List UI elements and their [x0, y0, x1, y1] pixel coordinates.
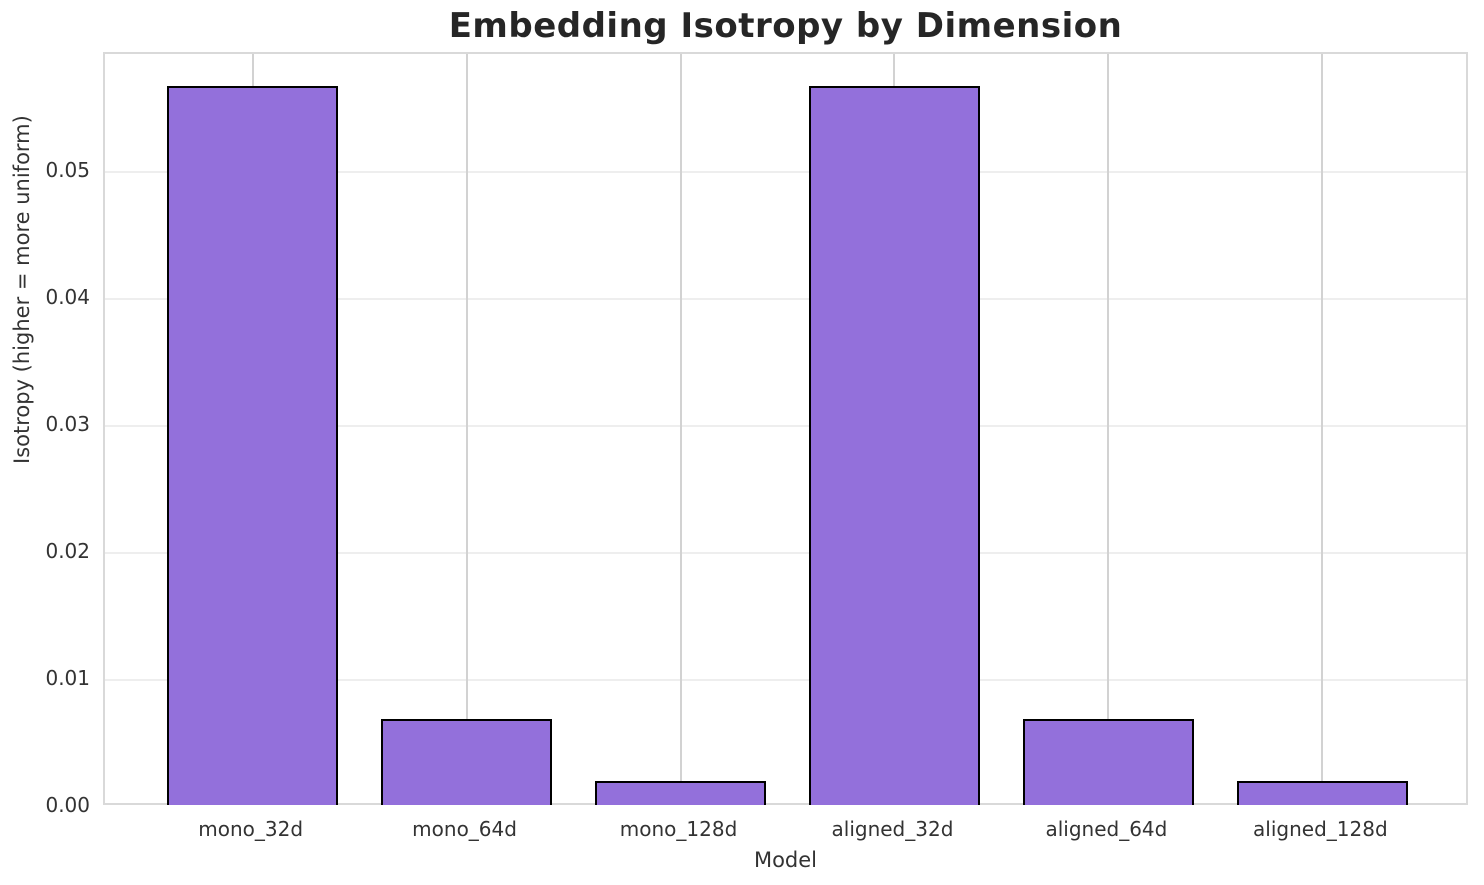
x-tick-label-mono_32d: mono_32d [198, 817, 304, 841]
x-tick-label-aligned_32d: aligned_32d [831, 817, 954, 841]
vertical-gridline [1321, 54, 1324, 803]
horizontal-gridline [105, 298, 1466, 301]
bar-mono_32d [167, 86, 339, 805]
y-tick-label: 0.05 [45, 158, 90, 183]
y-tick-label: 0.01 [45, 666, 90, 691]
bar-aligned_128d [1236, 781, 1408, 805]
y-tick-label: 0.04 [45, 285, 90, 310]
horizontal-gridline [105, 552, 1466, 555]
horizontal-gridline [105, 679, 1466, 682]
x-tick-label-aligned_128d: aligned_128d [1253, 817, 1388, 841]
x-tick-label-mono_64d: mono_64d [412, 817, 517, 841]
y-axis-label: Isotropy (higher = more uniform) [10, 115, 34, 464]
vertical-gridline [679, 54, 682, 803]
x-tick-label-aligned_64d: aligned_64d [1045, 817, 1168, 841]
bar-mono_128d [594, 781, 767, 805]
y-tick-label: 0.02 [45, 539, 90, 564]
x-axis-label: Model [753, 848, 818, 872]
bar-aligned_64d [1022, 719, 1194, 805]
vertical-gridline [1107, 54, 1110, 803]
vertical-gridline [465, 54, 468, 803]
chart-title: Embedding Isotropy by Dimension [448, 6, 1123, 46]
y-tick-label: 0.03 [45, 412, 90, 437]
horizontal-gridline [105, 425, 1466, 428]
horizontal-gridline [105, 171, 1466, 174]
bar-mono_64d [380, 719, 553, 805]
bar-aligned_32d [808, 86, 981, 805]
y-tick-label: 0.00 [45, 793, 90, 817]
plot-area [103, 52, 1468, 805]
x-tick-label-mono_128d: mono_128d [619, 817, 738, 841]
